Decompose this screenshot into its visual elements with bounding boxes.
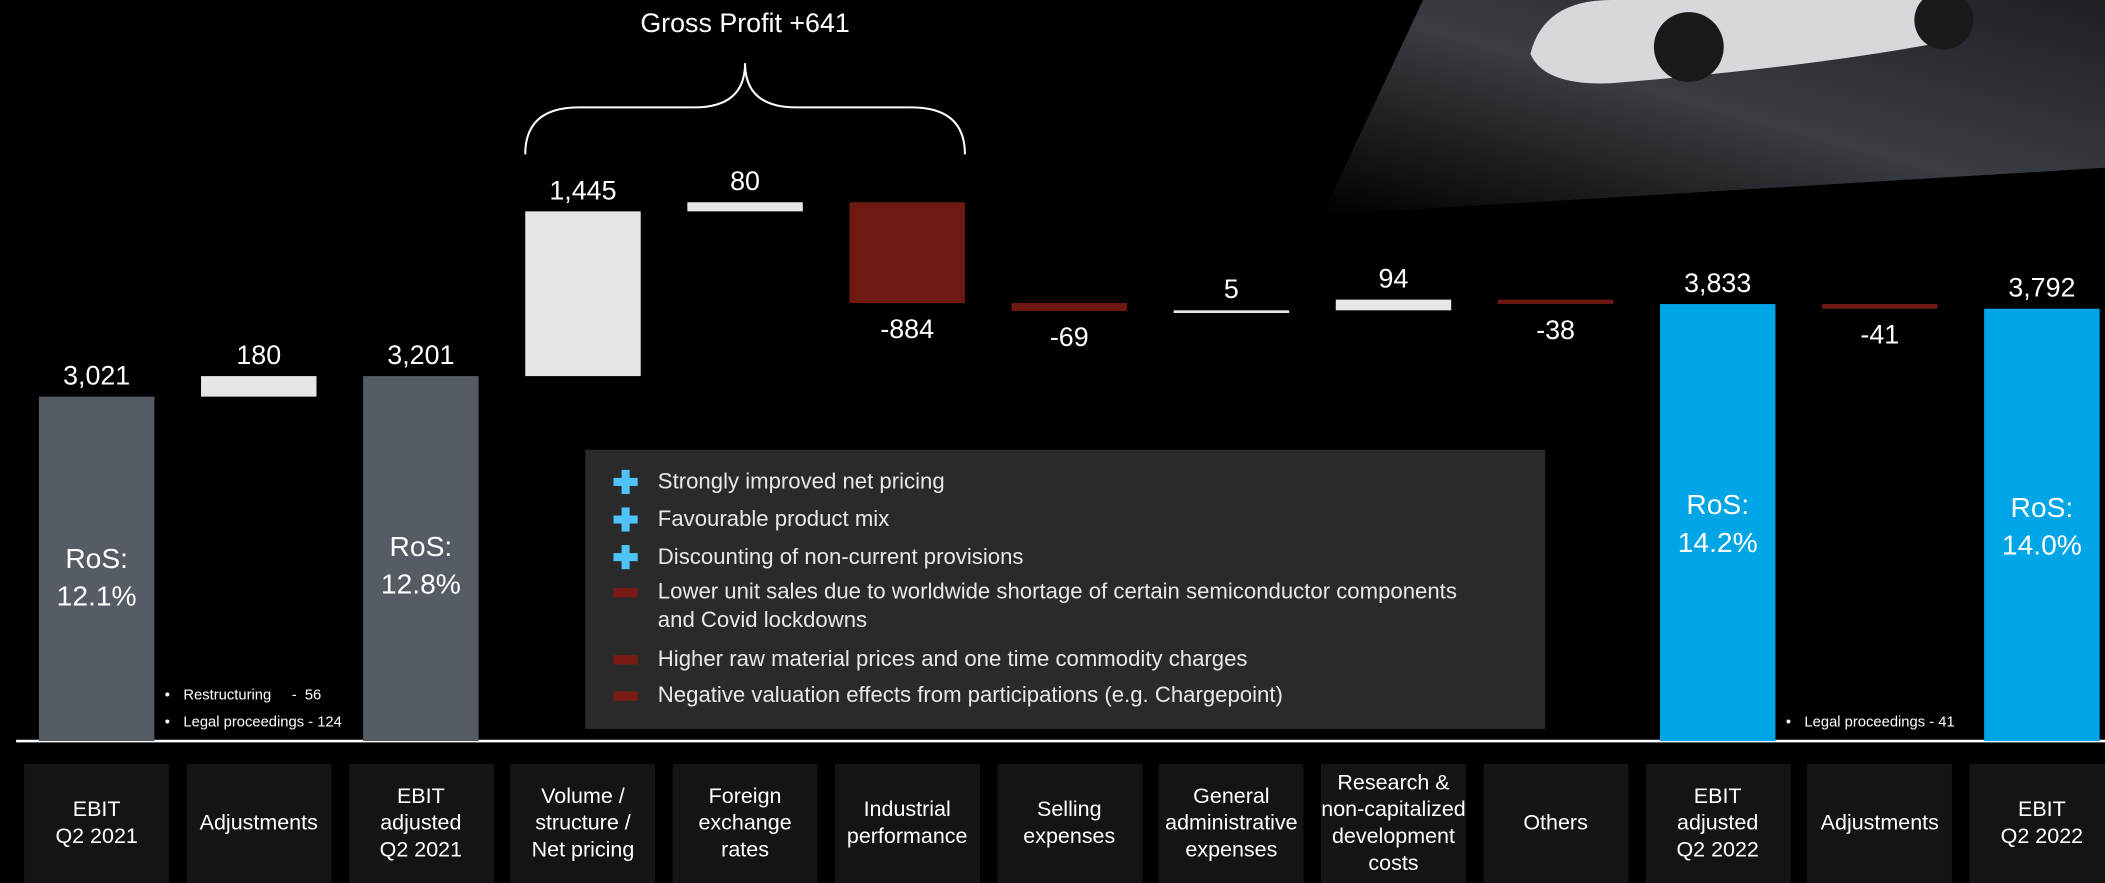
bar [1336,300,1451,311]
ros-label: RoS: 12.8% [363,529,478,604]
value-label: -41 [1860,320,1899,350]
bar [849,202,964,303]
bar [1012,303,1127,311]
legend-text: Strongly improved net pricing [658,469,945,497]
category-label: Selling expenses [997,764,1142,883]
legend-item: Negative valuation effects from particip… [612,682,1283,710]
bar [1498,300,1613,304]
ros-label: RoS: 12.1% [39,541,154,616]
value-label: 80 [730,166,760,196]
legend-box: Strongly improved net pricing Favourable … [585,450,1545,729]
legend-item: Strongly improved net pricing [612,469,945,497]
category-label: EBIT adjusted Q2 2022 [1645,764,1790,883]
category-label: EBIT adjusted Q2 2021 [348,764,493,883]
legend-icon [612,469,639,497]
value-label: 180 [236,340,281,370]
annotation: Gross Profit +641 [640,8,850,38]
legend-item: Favourable product mix [612,506,889,534]
value-label: -884 [880,314,934,344]
category-label: Others [1483,764,1628,883]
footnote: Legal proceedings - 41 [1786,709,1955,736]
footnote-line: Legal proceedings - 124 [165,709,342,736]
category-label: Research & non-capitalized development c… [1321,764,1466,883]
footnote-line: Legal proceedings - 41 [1786,709,1955,736]
category-label: Foreign exchange rates [673,764,818,883]
ros-label: RoS: 14.2% [1660,488,1775,563]
legend-icon [612,682,639,710]
bar [525,211,640,376]
category-label: Adjustments [186,764,331,883]
footnote: Restructuring - 56Legal proceedings - 12… [165,682,342,736]
car-wheel [1654,12,1724,82]
legend-item: Lower unit sales due to worldwide shorta… [612,579,1457,635]
value-label: 94 [1379,264,1409,294]
category-label: Industrial performance [835,764,980,883]
footnote-line: Restructuring - 56 [165,682,342,709]
value-label: 3,021 [63,361,130,391]
value-label: 5 [1224,274,1239,304]
stage: 3,021 180 3,201 1,445 80 -884 -69 5 94 -38 3,833 -4… [0,0,2105,883]
category-label: General administrative expenses [1159,764,1304,883]
legend-item: Discounting of non-current provisions [612,544,1023,572]
brace [525,63,965,154]
category-label: Adjustments [1807,764,1952,883]
legend-icon [612,646,639,674]
legend-item: Higher raw material prices and one time … [612,646,1247,674]
legend-text: Higher raw material prices and one time … [658,646,1248,674]
bar [201,376,316,397]
legend-text: Lower unit sales due to worldwide shorta… [658,579,1457,635]
bar [1174,310,1289,313]
value-label: -38 [1536,315,1575,345]
bar [687,202,802,211]
value-label: 3,201 [387,340,454,370]
category-label: Volume / structure / Net pricing [510,764,655,883]
value-label: 3,833 [1684,268,1751,298]
legend-text: Favourable product mix [658,506,889,534]
legend-text: Negative valuation effects from particip… [658,682,1283,710]
value-label: 1,445 [549,175,616,205]
legend-icon [612,544,639,572]
bar [1822,304,1937,309]
legend-icon [612,506,639,534]
category-label: EBIT Q2 2021 [24,764,169,883]
ros-label: RoS: 14.0% [1984,490,2099,565]
category-label: EBIT Q2 2022 [1969,764,2105,883]
chart: 3,021 180 3,201 1,445 80 -884 -69 5 94 -38 3,833 -4… [0,0,2105,883]
page: {"chart_data": { "type": "waterfall", "c… [0,0,2105,883]
legend-text: Discounting of non-current provisions [658,544,1024,572]
legend-icon [612,579,639,607]
value-label: -69 [1050,322,1089,352]
value-label: 3,792 [2008,273,2075,303]
